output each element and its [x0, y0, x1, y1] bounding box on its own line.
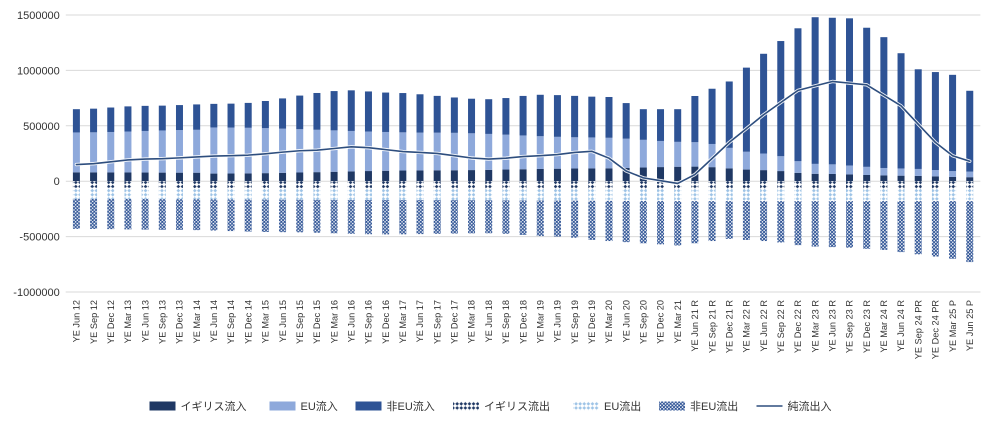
svg-text:YE Jun 17: YE Jun 17 [415, 300, 425, 342]
svg-text:YE Jun 25 P: YE Jun 25 P [965, 300, 975, 351]
svg-text:YE Dec 18: YE Dec 18 [518, 300, 528, 344]
svg-text:YE Mar 24 R: YE Mar 24 R [879, 300, 889, 353]
svg-text:イギリス流入: イギリス流入 [181, 399, 247, 413]
svg-text:YE Mar 14: YE Mar 14 [192, 300, 202, 343]
svg-text:YE Sep 14: YE Sep 14 [226, 300, 236, 344]
svg-text:YE Mar 18: YE Mar 18 [467, 300, 477, 343]
svg-text:YE Mar 23 R: YE Mar 23 R [810, 300, 820, 353]
svg-text:YE Dec 21 R: YE Dec 21 R [724, 300, 734, 353]
svg-text:YE Mar 25 P: YE Mar 25 P [948, 300, 958, 352]
svg-text:YE Mar 16: YE Mar 16 [329, 300, 339, 343]
svg-text:YE Sep 19: YE Sep 19 [570, 300, 580, 344]
svg-text:非EU流入: 非EU流入 [387, 399, 435, 413]
svg-text:YE Mar 20: YE Mar 20 [604, 300, 614, 343]
svg-text:YE Sep 12: YE Sep 12 [89, 300, 99, 344]
svg-text:YE Dec 20: YE Dec 20 [656, 300, 666, 344]
svg-text:YE Dec 23 R: YE Dec 23 R [862, 300, 872, 353]
svg-text:YE Jun 14: YE Jun 14 [209, 300, 219, 342]
svg-text:1000000: 1000000 [17, 65, 60, 77]
svg-text:YE Dec 14: YE Dec 14 [243, 300, 253, 344]
svg-text:YE Jun 22 R: YE Jun 22 R [759, 300, 769, 352]
svg-text:YE Mar 13: YE Mar 13 [123, 300, 133, 343]
svg-text:YE Sep 16: YE Sep 16 [364, 300, 374, 344]
svg-text:YE Dec 19: YE Dec 19 [587, 300, 597, 344]
svg-text:YE Jun 15: YE Jun 15 [278, 300, 288, 342]
svg-text:YE Sep 13: YE Sep 13 [158, 300, 168, 344]
svg-text:YE Mar 17: YE Mar 17 [398, 300, 408, 343]
svg-text:純流出入: 純流出入 [788, 399, 832, 413]
svg-text:YE Sep 21 R: YE Sep 21 R [707, 300, 717, 353]
svg-text:EU流出: EU流出 [604, 399, 641, 413]
svg-text:YE Sep 23 R: YE Sep 23 R [845, 300, 855, 353]
svg-text:YE Jun 20: YE Jun 20 [621, 300, 631, 342]
svg-text:YE Mar 15: YE Mar 15 [261, 300, 271, 343]
svg-text:YE Jun 24 R: YE Jun 24 R [896, 300, 906, 352]
svg-text:YE Dec 24 PR: YE Dec 24 PR [931, 300, 941, 360]
svg-text:YE Sep 20: YE Sep 20 [639, 300, 649, 344]
svg-text:YE Sep 24 PR: YE Sep 24 PR [913, 300, 923, 360]
svg-text:0: 0 [54, 176, 60, 188]
svg-text:1500000: 1500000 [17, 10, 60, 22]
svg-text:YE Dec 12: YE Dec 12 [106, 300, 116, 344]
svg-text:YE Sep 18: YE Sep 18 [501, 300, 511, 344]
svg-text:イギリス流出: イギリス流出 [484, 399, 550, 413]
svg-text:YE Jun 21 R: YE Jun 21 R [690, 300, 700, 352]
svg-text:非EU流出: 非EU流出 [690, 399, 738, 413]
svg-text:YE Mar 21: YE Mar 21 [673, 300, 683, 343]
svg-text:500000: 500000 [23, 121, 60, 133]
svg-text:YE Dec 15: YE Dec 15 [312, 300, 322, 344]
svg-text:YE Dec 16: YE Dec 16 [381, 300, 391, 344]
svg-text:-500000: -500000 [19, 232, 59, 244]
svg-text:YE Dec 17: YE Dec 17 [450, 300, 460, 344]
svg-text:YE Jun 23 R: YE Jun 23 R [828, 300, 838, 352]
svg-text:YE Jun 16: YE Jun 16 [346, 300, 356, 342]
svg-text:YE Dec 22 R: YE Dec 22 R [793, 300, 803, 353]
svg-text:YE Sep 22 R: YE Sep 22 R [776, 300, 786, 353]
svg-text:YE Mar 22 R: YE Mar 22 R [742, 300, 752, 353]
svg-text:EU流入: EU流入 [301, 399, 338, 413]
svg-text:-1000000: -1000000 [13, 287, 60, 299]
svg-text:YE Dec 13: YE Dec 13 [175, 300, 185, 344]
svg-text:YE Mar 19: YE Mar 19 [535, 300, 545, 343]
svg-text:YE Jun 12: YE Jun 12 [72, 300, 82, 342]
svg-text:YE Jun 19: YE Jun 19 [553, 300, 563, 342]
svg-text:YE Jun 13: YE Jun 13 [140, 300, 150, 342]
svg-text:YE Sep 15: YE Sep 15 [295, 300, 305, 344]
svg-text:YE Sep 17: YE Sep 17 [432, 300, 442, 344]
svg-text:YE Jun 18: YE Jun 18 [484, 300, 494, 342]
